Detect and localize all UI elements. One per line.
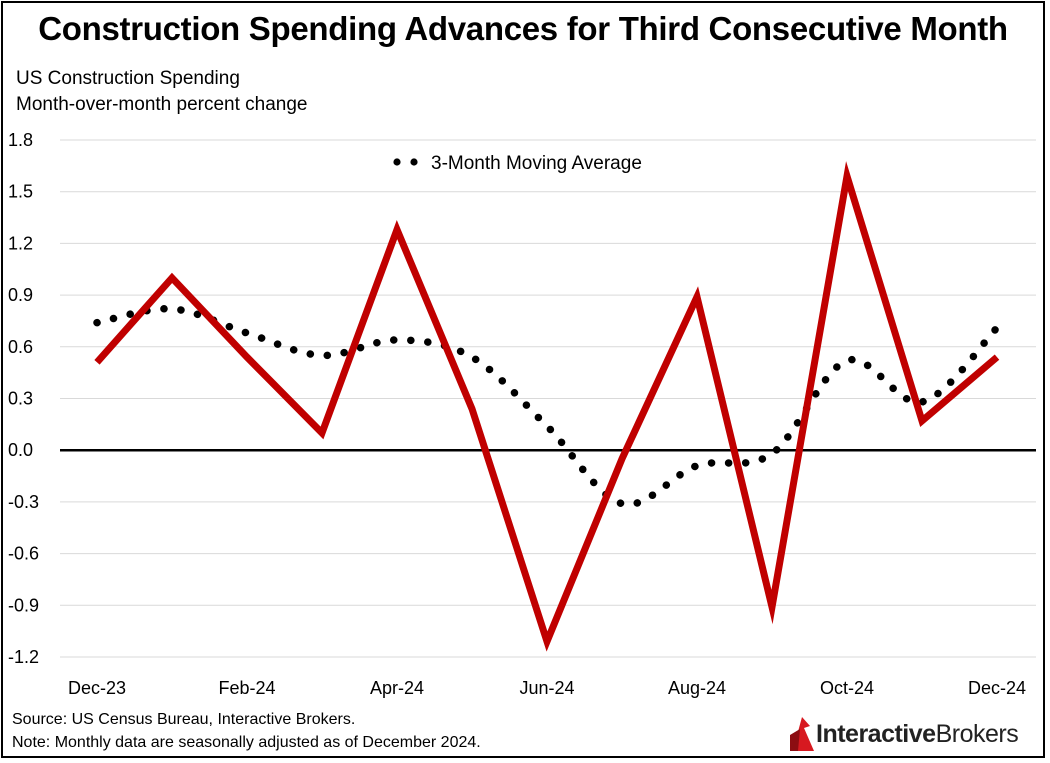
chart-subtitle-line-1: US Construction Spending [16,68,240,89]
y-tick-label: -1.2 [8,647,39,667]
y-tick-label: 1.8 [8,130,33,150]
x-tick-label: Aug-24 [668,678,726,698]
series-line-monthly-change [94,161,1000,652]
brand-name-bold: Interactive [816,719,936,748]
legend-marker-dot [393,158,401,166]
chart-subtitle-line-2: Month-over-month percent change [16,94,308,115]
series-line-3-month-moving-average [93,305,1001,509]
y-tick-label: -0.9 [8,595,39,615]
y-tick-label: 1.5 [8,182,33,202]
legend-marker-dot [410,158,418,166]
legend: 3-Month Moving Average [393,153,642,174]
gridlines [60,139,1036,658]
brand-name: InteractiveBrokers [816,719,1019,749]
y-tick-label: 0.6 [8,337,33,357]
y-axis-ticks: 1.8 1.5 1.2 0.9 0.6 0.3 0.0 -0.3 -0.6 -0.9 -1.2 [8,130,39,667]
footer-note: Note: Monthly data are seasonally adjust… [12,734,481,751]
series-lines [93,161,1001,652]
x-tick-label: Feb-24 [218,678,275,698]
x-tick-label: Apr-24 [370,678,424,698]
y-tick-label: 0.3 [8,389,33,409]
y-tick-label: 0.9 [8,285,33,305]
brand-name-regular: Brokers [935,719,1019,748]
x-tick-label: Jun-24 [519,678,574,698]
interactive-brokers-logo-icon [790,717,814,751]
y-tick-label: -0.6 [8,544,39,564]
x-tick-label: Oct-24 [820,678,874,698]
x-tick-label: Dec-23 [68,678,126,698]
legend-label: 3-Month Moving Average [431,153,642,174]
brand-logo: InteractiveBrokers [790,716,1019,752]
x-axis-ticks: Dec-23 Feb-24 Apr-24 Jun-24 Aug-24 Oct-24 Dec-… [68,678,1026,698]
y-tick-label: -0.3 [8,492,39,512]
chart-title: Construction Spending Advances for Third… [38,10,1008,47]
footer-source: Source: US Census Bureau, Interactive Br… [12,711,356,728]
y-tick-label: 1.2 [8,233,33,253]
y-tick-label: 0.0 [8,440,33,460]
x-tick-label: Dec-24 [968,678,1026,698]
